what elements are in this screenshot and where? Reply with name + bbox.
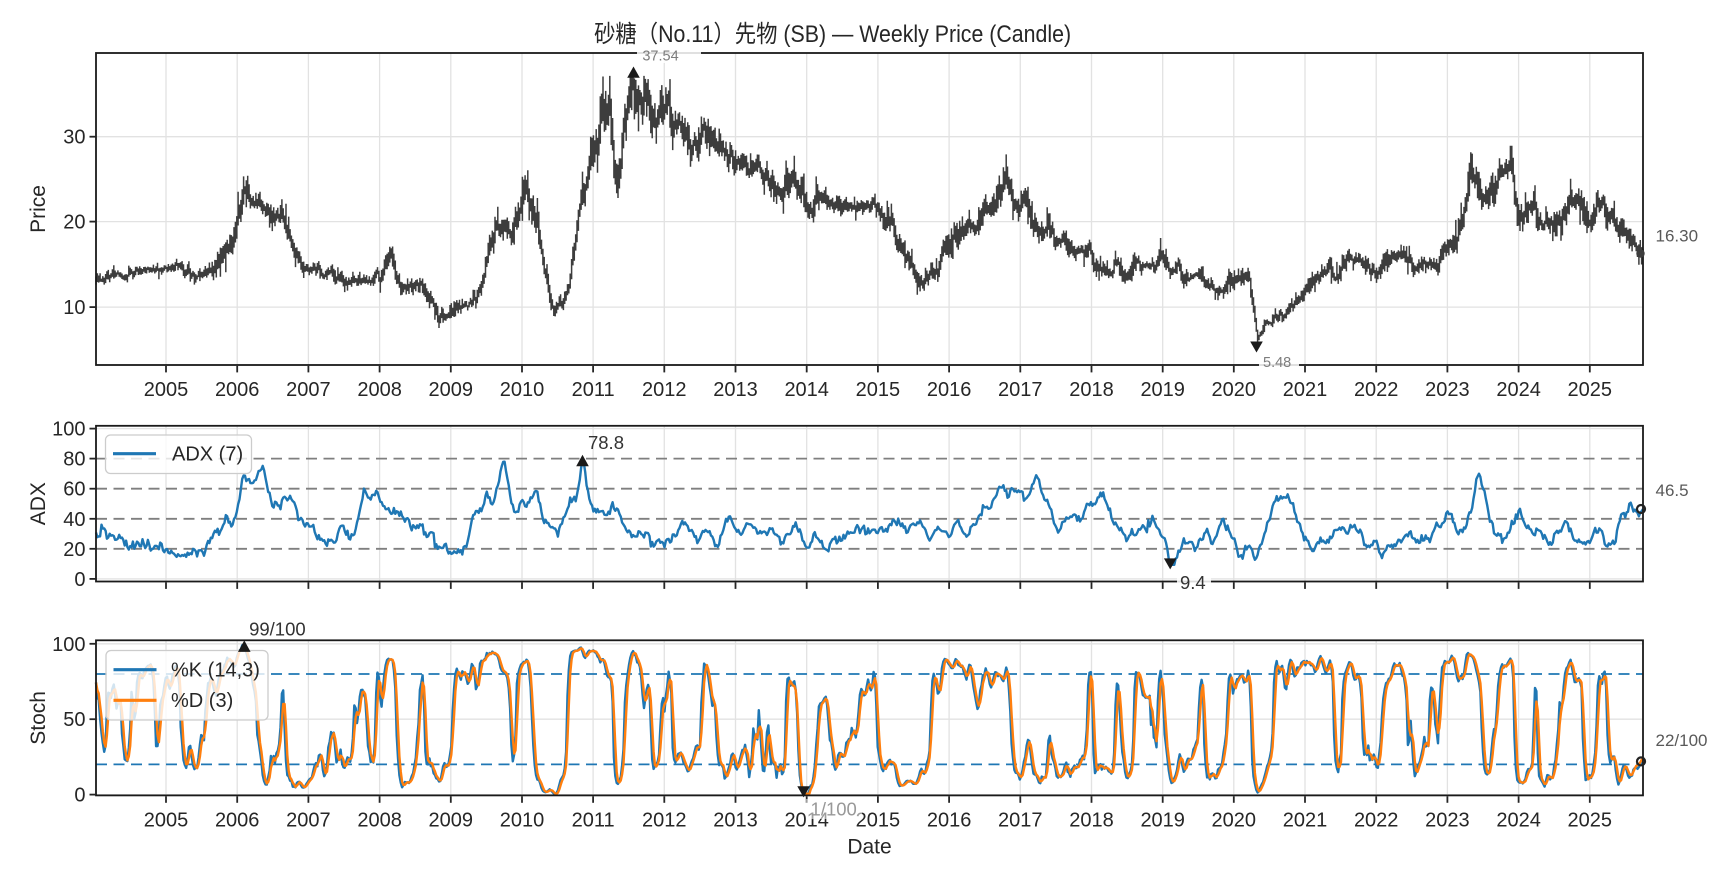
svg-text:2022: 2022	[1354, 809, 1399, 831]
svg-text:2010: 2010	[500, 379, 545, 401]
svg-text:2009: 2009	[429, 379, 474, 401]
svg-text:2023: 2023	[1425, 379, 1470, 401]
svg-text:1/100: 1/100	[811, 799, 857, 820]
svg-text:100: 100	[52, 634, 85, 656]
svg-text:2009: 2009	[429, 809, 474, 831]
svg-text:%D (3): %D (3)	[171, 690, 233, 712]
svg-text:80: 80	[63, 449, 85, 471]
svg-text:ADX (7): ADX (7)	[172, 444, 243, 466]
svg-text:2006: 2006	[215, 809, 260, 831]
svg-text:99/100: 99/100	[249, 619, 306, 640]
svg-text:2020: 2020	[1212, 379, 1257, 401]
svg-text:2022: 2022	[1354, 379, 1399, 401]
svg-text:2007: 2007	[286, 379, 331, 401]
svg-text:2006: 2006	[215, 379, 260, 401]
svg-text:2023: 2023	[1425, 809, 1470, 831]
svg-text:2011: 2011	[572, 809, 615, 831]
svg-text:2005: 2005	[144, 809, 189, 831]
svg-text:2019: 2019	[1140, 809, 1185, 831]
svg-text:砂糖（No.11）先物 (SB) — Weekly Pric: 砂糖（No.11）先物 (SB) — Weekly Price (Candle)	[594, 21, 1071, 48]
svg-text:2016: 2016	[927, 379, 972, 401]
svg-text:50: 50	[63, 709, 85, 731]
svg-text:2017: 2017	[998, 809, 1043, 831]
svg-text:37.54: 37.54	[642, 49, 678, 65]
svg-text:78.8: 78.8	[588, 432, 624, 453]
svg-text:Price: Price	[27, 185, 50, 233]
svg-text:2025: 2025	[1568, 809, 1613, 831]
svg-text:22/100: 22/100	[1656, 731, 1708, 750]
svg-text:2015: 2015	[856, 379, 901, 401]
svg-text:9.4: 9.4	[1180, 572, 1206, 593]
svg-text:2017: 2017	[998, 379, 1043, 401]
svg-text:2015: 2015	[856, 809, 901, 831]
svg-text:2013: 2013	[713, 809, 758, 831]
svg-text:2007: 2007	[286, 809, 331, 831]
svg-text:2021: 2021	[1283, 809, 1328, 831]
svg-text:2014: 2014	[784, 379, 829, 401]
svg-text:ADX: ADX	[27, 482, 50, 525]
svg-text:2005: 2005	[144, 379, 189, 401]
svg-text:2012: 2012	[642, 809, 687, 831]
svg-text:2024: 2024	[1496, 379, 1541, 401]
svg-text:2018: 2018	[1069, 379, 1114, 401]
svg-text:2012: 2012	[642, 379, 687, 401]
svg-text:2010: 2010	[500, 809, 545, 831]
svg-text:2025: 2025	[1568, 379, 1613, 401]
svg-text:Stoch: Stoch	[27, 691, 50, 745]
svg-text:2019: 2019	[1140, 379, 1185, 401]
svg-text:0: 0	[74, 785, 85, 807]
svg-text:30: 30	[63, 127, 85, 149]
svg-text:10: 10	[63, 297, 85, 319]
svg-text:60: 60	[63, 479, 85, 501]
svg-text:2018: 2018	[1069, 809, 1114, 831]
svg-text:20: 20	[63, 212, 85, 234]
svg-text:0: 0	[74, 569, 85, 591]
svg-text:5.48: 5.48	[1263, 355, 1291, 371]
svg-text:2008: 2008	[357, 809, 402, 831]
svg-text:2011: 2011	[572, 379, 615, 401]
svg-text:100: 100	[52, 419, 85, 441]
svg-text:2021: 2021	[1283, 379, 1328, 401]
svg-text:2016: 2016	[927, 809, 972, 831]
svg-text:%K (14,3): %K (14,3)	[171, 660, 260, 682]
svg-text:2020: 2020	[1212, 809, 1257, 831]
svg-text:16.30: 16.30	[1656, 227, 1699, 246]
svg-text:46.5: 46.5	[1656, 481, 1689, 500]
svg-text:2024: 2024	[1496, 809, 1541, 831]
svg-text:2013: 2013	[713, 379, 758, 401]
svg-text:20: 20	[63, 539, 85, 561]
svg-text:40: 40	[63, 509, 85, 531]
svg-text:Date: Date	[847, 836, 891, 859]
svg-text:2008: 2008	[357, 379, 402, 401]
